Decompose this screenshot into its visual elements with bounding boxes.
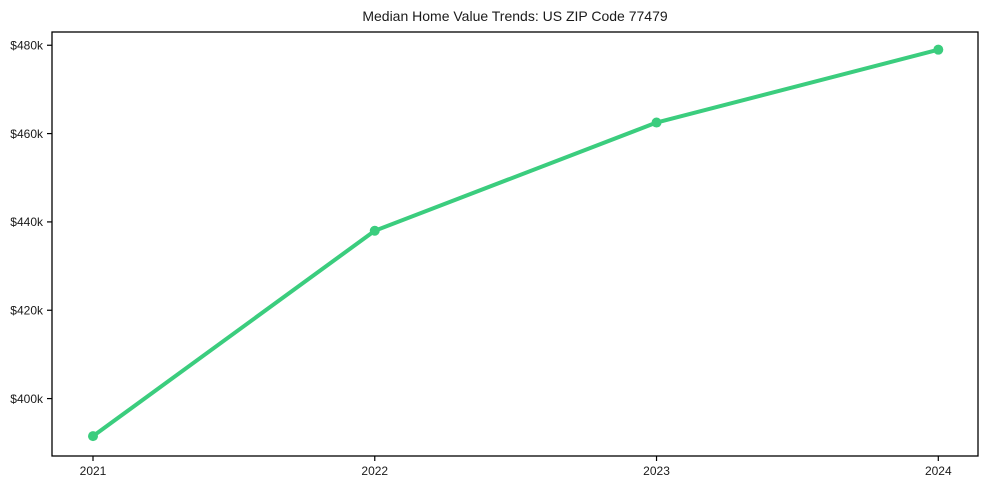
series-layer (88, 44, 944, 442)
y-tick-label: $460k (10, 127, 44, 141)
y-tick-label: $400k (10, 392, 44, 406)
trend-line (91, 47, 941, 439)
x-axis: 2021 2022 2023 2024 (80, 456, 952, 478)
x-tick-label: 2024 (925, 464, 952, 478)
data-point-2022 (369, 225, 380, 236)
plot-border (51, 31, 979, 457)
y-tick-label: $480k (10, 38, 44, 52)
data-point-2023 (651, 117, 662, 128)
x-tick-label: 2021 (80, 464, 107, 478)
y-axis: $400k $420k $440k $460k $480k (10, 38, 52, 406)
x-tick-label: 2022 (361, 464, 388, 478)
data-point-2024 (933, 44, 944, 55)
plot-frame (51, 31, 979, 457)
chart-title: Median Home Value Trends: US ZIP Code 77… (362, 8, 668, 24)
x-tick-label: 2023 (643, 464, 670, 478)
y-tick-label: $440k (10, 215, 44, 229)
data-point-2021 (88, 431, 98, 442)
y-tick-label: $420k (10, 303, 44, 317)
